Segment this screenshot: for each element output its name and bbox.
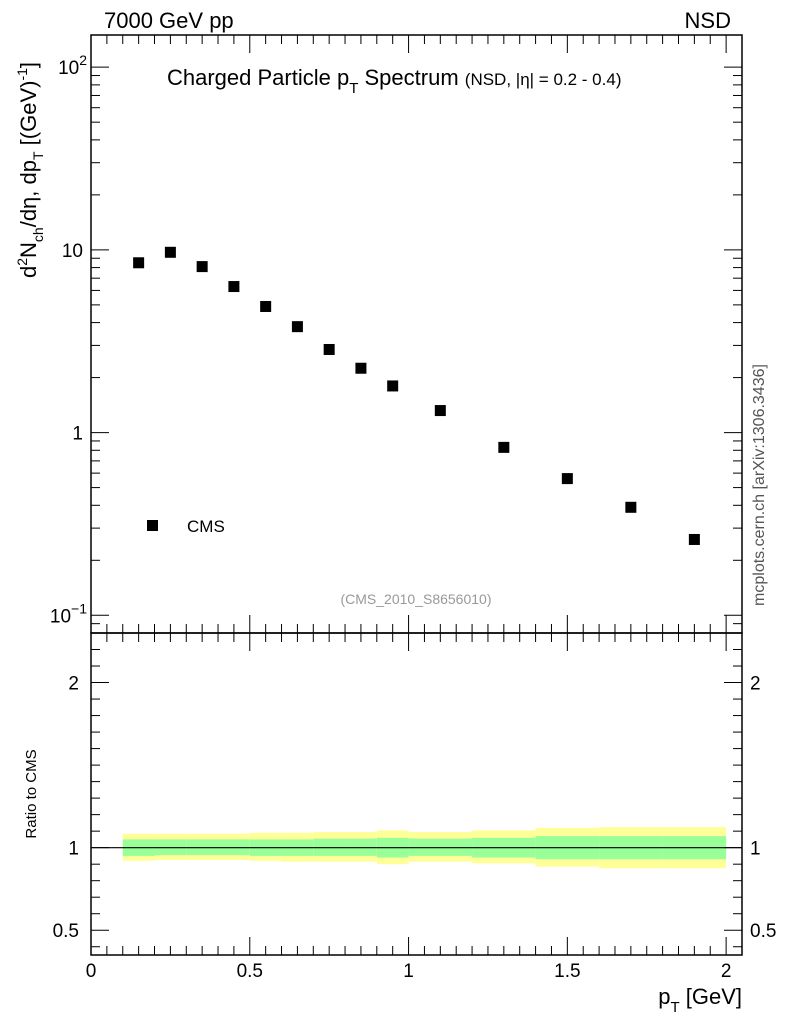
- data-point: [387, 380, 399, 392]
- ratio-y-tick-label-right: 0.5: [750, 921, 776, 942]
- data-point: [434, 405, 446, 417]
- main-y-axis-label: d2Nch/dη, dpT [(GeV)-1]: [14, 62, 46, 278]
- data-point: [561, 473, 573, 485]
- ratio-y-axis-label: Ratio to CMS: [23, 749, 40, 838]
- x-tick-label: 2: [721, 961, 732, 982]
- ratio-bands: [91, 827, 742, 869]
- data-point: [625, 501, 637, 513]
- data-point: [355, 362, 367, 374]
- header-left: 7000 GeV pp: [104, 8, 234, 33]
- data-point: [291, 321, 303, 333]
- ratio-y-tick-label: 0.5: [53, 921, 79, 942]
- main-frame: [90, 34, 743, 634]
- ratio-y-tick-label: 1: [68, 839, 79, 860]
- data-point: [196, 261, 208, 273]
- y-tick-label: 10: [62, 241, 83, 262]
- analysis-watermark: (CMS_2010_S8656010): [341, 591, 492, 607]
- legend-label: CMS: [187, 517, 225, 536]
- side-label: mcplots.cern.ch [arXiv:1306.3436]: [751, 364, 768, 606]
- x-tick-label: 0.5: [237, 961, 263, 982]
- x-axis-label: pT [GeV]: [658, 984, 742, 1016]
- x-tick-label: 0: [86, 961, 97, 982]
- main-title: Charged Particle pT Spectrum (NSD, |η| =…: [167, 65, 621, 97]
- ratio-y-tick-label: 2: [68, 674, 79, 695]
- data-point: [164, 246, 176, 258]
- y-tick-label: 1: [72, 424, 83, 445]
- legend-marker: [147, 520, 158, 531]
- axes: 10−1 1 10 102 0.5 0.5 1 1 2 2 0 0.5 1 1.5 2: [50, 34, 776, 982]
- x-tick-label: 1.5: [554, 961, 580, 982]
- data-point: [228, 281, 240, 293]
- data-point: [260, 300, 272, 312]
- data-points: [133, 246, 700, 545]
- data-point: [688, 533, 700, 545]
- ratio-y-tick-label-right: 2: [750, 674, 761, 695]
- data-point: [498, 441, 510, 453]
- data-point: [133, 257, 145, 269]
- y-tick-label: 10−1: [50, 600, 87, 627]
- ratio-y-tick-label-right: 1: [750, 839, 761, 860]
- y-tick-label: 102: [58, 52, 87, 79]
- header-right: NSD: [685, 8, 731, 33]
- data-point: [323, 343, 335, 355]
- ratio-frame: [90, 632, 743, 956]
- x-tick-label: 1: [403, 961, 414, 982]
